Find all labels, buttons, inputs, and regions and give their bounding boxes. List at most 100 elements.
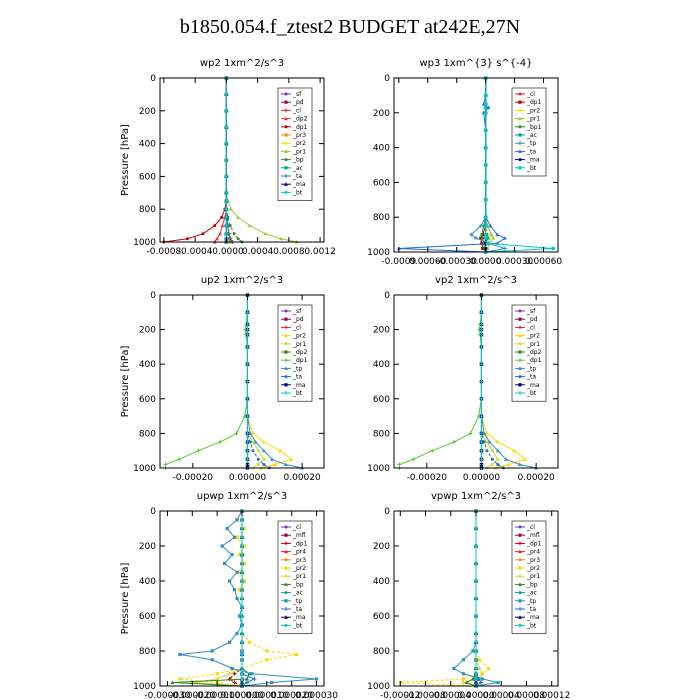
legend-marker [284,549,288,554]
legend-marker [518,133,522,137]
data-point [481,236,485,240]
data-point [295,652,299,657]
data-point [490,457,494,461]
legend-marker [284,92,288,96]
y-tick-label: 200 [139,326,156,336]
legend-marker [284,623,288,627]
legend-label: _tp [292,365,302,372]
x-tick-label: 0.00020 [518,473,555,483]
data-point [218,231,223,236]
legend-marker [518,383,522,387]
data-point [265,649,269,653]
data-point [490,463,494,467]
data-point [244,677,249,681]
legend-label: _ac [292,165,303,172]
data-point [474,672,478,676]
legend-label: _cl [292,107,301,114]
data-point [484,146,488,150]
y-tick-label: 200 [373,109,390,119]
data-point [220,215,224,219]
data-point [481,246,485,251]
legend-marker [284,325,288,330]
data-point [218,440,223,445]
data-point [480,677,484,681]
legend-label: _mfl [526,532,540,539]
data-point [240,667,244,670]
x-tick-label: 0.0008 [273,247,305,257]
data-point [224,207,228,211]
data-point [496,457,500,461]
legend-marker [518,566,522,570]
data-point [232,232,236,236]
y-tick-label: 400 [373,577,390,587]
data-point [461,677,465,681]
y-tick-label: 0 [384,291,390,301]
data-point [240,527,244,530]
legend-marker [284,182,288,186]
data-point [230,553,234,557]
data-point [224,109,228,113]
legend-label: _ma [292,614,306,621]
legend-marker [518,366,522,370]
plot-frame [159,77,325,243]
legend-label: _ma [526,157,540,164]
data-point [240,570,244,574]
series-bt [484,76,555,254]
legend-marker [518,158,522,162]
data-point [479,310,484,315]
data-point [235,596,239,601]
legend-label: _dp2 [526,349,542,356]
data-point [486,105,491,110]
series-line [485,78,489,252]
x-tick-label: 0.0000 [470,257,502,267]
data-point [240,623,244,627]
legend-label: _pr3 [292,132,306,139]
data-point [480,233,484,237]
x-tick-label: 0.00008 [508,691,545,700]
data-point [237,588,242,592]
x-tick-label: 0.0004 [242,247,274,257]
legend-marker [518,125,522,129]
x-tick-label: 0.000000 [221,691,264,700]
legend: _sf_pd_cl _pr2_pr1_dp2_dp1_tp _ta_ma_bt [511,304,547,402]
legend-label: _pr1 [292,341,306,348]
legend-label: _pr3 [526,557,540,564]
data-point [523,457,528,461]
legend-marker [284,358,288,363]
legend-label: _tp [526,598,536,605]
legend-label: _pr2 [526,333,540,340]
data-point [237,553,242,557]
data-point [235,518,239,522]
data-point [261,448,266,453]
data-point [232,671,237,676]
panel-3: up2 1xm^2/s^3 Pressure [hPa] 0 200 400 600 800… [120,275,325,483]
data-point [272,462,277,467]
data-point [278,448,283,453]
data-point [484,111,488,115]
series-ta [479,293,505,470]
data-point [262,457,266,461]
legend-label: _bt [292,622,303,629]
panel-title: up2 1xm^2/s^3 [201,275,283,286]
data-point [479,448,484,453]
data-point [470,677,475,681]
legend-marker [284,342,288,346]
series-bt [240,509,244,688]
data-point [490,449,494,453]
legend-marker [518,615,522,619]
data-point [479,322,484,327]
data-point [220,223,225,228]
legend-label: _pr3 [292,557,306,564]
legend-label: _pr2 [526,565,540,572]
legend-label: _ta [292,606,302,613]
data-point [240,605,244,609]
x-tick-label: 0.00000 [463,473,500,483]
legend-marker [518,558,522,562]
legend-marker [284,317,288,321]
data-point [474,544,478,548]
data-point [479,332,484,337]
y-tick-label: 1000 [133,238,156,248]
legend-marker [518,342,522,346]
data-point [245,379,250,384]
data-point [485,449,489,453]
